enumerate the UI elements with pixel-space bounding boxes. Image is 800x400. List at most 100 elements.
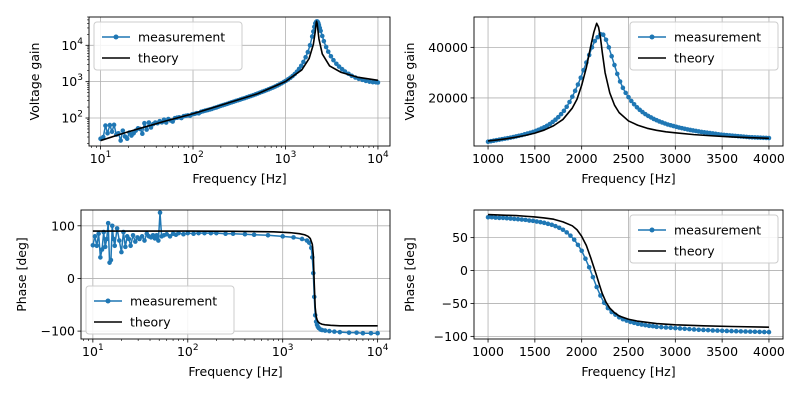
legend-marker-measurement [649, 227, 655, 233]
measurement-point [319, 33, 325, 39]
measurement-point [375, 80, 381, 85]
measurement-point [715, 328, 720, 333]
measurement-point [567, 99, 572, 105]
measurement-point [511, 216, 517, 222]
measurement-point [128, 243, 133, 249]
measurement-point [586, 264, 592, 270]
measurement-point [534, 219, 540, 224]
measurement-point [626, 94, 631, 100]
y-tick-label: 0 [460, 263, 468, 278]
legend-label-measurement: measurement [674, 30, 761, 45]
measurement-point [328, 53, 334, 59]
measurement-point [117, 238, 122, 243]
legend: measurement theory [93, 21, 243, 71]
measurement-point [701, 327, 706, 333]
legend: measurement theory [629, 214, 779, 264]
x-tick-label: 103 [275, 150, 297, 166]
x-tick-label: 3500 [706, 151, 738, 166]
measurement-point [691, 327, 697, 332]
measurement-point [575, 82, 581, 87]
measurement-point [309, 34, 315, 39]
measurement-point [375, 330, 380, 336]
measurement-point [185, 230, 191, 236]
x-axis-label: Frequency [Hz] [192, 171, 286, 186]
measurement-point [603, 37, 609, 43]
legend: measurement theory [629, 21, 779, 71]
measurement-point [363, 78, 369, 84]
y-tick-label: −100 [434, 329, 468, 344]
measurement-point [107, 122, 113, 128]
measurement-point [336, 64, 342, 69]
measurement-point [654, 324, 659, 330]
measurement-point [94, 243, 100, 249]
x-tick-label: 1000 [472, 151, 504, 166]
measurement-point [549, 222, 555, 228]
measurement-point [321, 38, 327, 44]
y-tick-label: 103 [61, 73, 83, 89]
measurement-point [99, 247, 105, 252]
series-theory [488, 213, 769, 328]
series-theory [100, 20, 379, 142]
legend-box [93, 21, 243, 71]
measurement-point [325, 49, 331, 54]
measurement-point [553, 223, 558, 229]
measurement-point [564, 230, 569, 235]
measurement-point [368, 330, 374, 336]
measurement-point [578, 75, 584, 81]
measurement-point [114, 226, 120, 231]
measurement-point [299, 236, 305, 242]
series-measurement [485, 31, 772, 144]
measurement-point [280, 234, 286, 239]
measurement-point [646, 323, 652, 329]
x-tick-label: 1500 [519, 151, 551, 166]
x-tick-label: 2500 [613, 344, 645, 359]
measurement-point [303, 54, 308, 60]
measurement-point [761, 329, 767, 335]
measurement-point [629, 98, 634, 104]
measurement-point [100, 134, 106, 140]
chart-panel-1: 101 102 103 104 102 103 104 Frequency [Hz] Volta… [27, 16, 391, 186]
measurement-point [623, 90, 628, 96]
measurement-point [541, 220, 547, 226]
measurement-point [545, 221, 551, 227]
x-tick-label: 104 [367, 343, 389, 359]
measurement-point [724, 328, 730, 334]
measurement-point [663, 325, 669, 330]
x-tick-label: 101 [82, 343, 104, 359]
theory-line [488, 213, 769, 328]
measurement-point [620, 85, 626, 91]
measurement-point [301, 59, 306, 65]
measurement-point [191, 231, 196, 236]
measurement-point [140, 131, 145, 137]
measurement-point [90, 242, 96, 248]
measurement-point [130, 232, 136, 238]
measurement-point [124, 136, 130, 141]
measurement-point [142, 120, 147, 126]
legend-box [629, 21, 779, 71]
measurement-point [757, 329, 762, 335]
measurement-point [729, 328, 734, 334]
measurement-point [519, 217, 525, 222]
measurement-point [560, 227, 566, 233]
y-tick-label: 20000 [428, 90, 468, 105]
measurement-point [208, 230, 214, 236]
chart-panel-4: 1000 1500 2000 2500 3000 3500 4000 −100 −50 0 50 Fr… [402, 209, 785, 379]
measurement-point [111, 122, 117, 128]
measurement-point [575, 242, 581, 248]
measurement-point [705, 327, 711, 333]
legend-box [85, 285, 235, 335]
x-tick-label: 3000 [659, 344, 691, 359]
measurement-point [298, 63, 304, 69]
x-tick-label: 3500 [706, 344, 738, 359]
y-axis-label: Phase [deg] [402, 237, 417, 312]
measurement-point [650, 323, 656, 329]
measurement-point [360, 330, 366, 336]
x-tick-label: 4000 [753, 344, 785, 359]
measurement-point [682, 326, 687, 332]
measurement-point [606, 45, 612, 50]
series-theory [487, 22, 769, 142]
series-theory [92, 230, 378, 327]
x-tick-label: 101 [90, 150, 112, 166]
measurement-point [202, 230, 207, 236]
measurement-point [628, 319, 633, 325]
